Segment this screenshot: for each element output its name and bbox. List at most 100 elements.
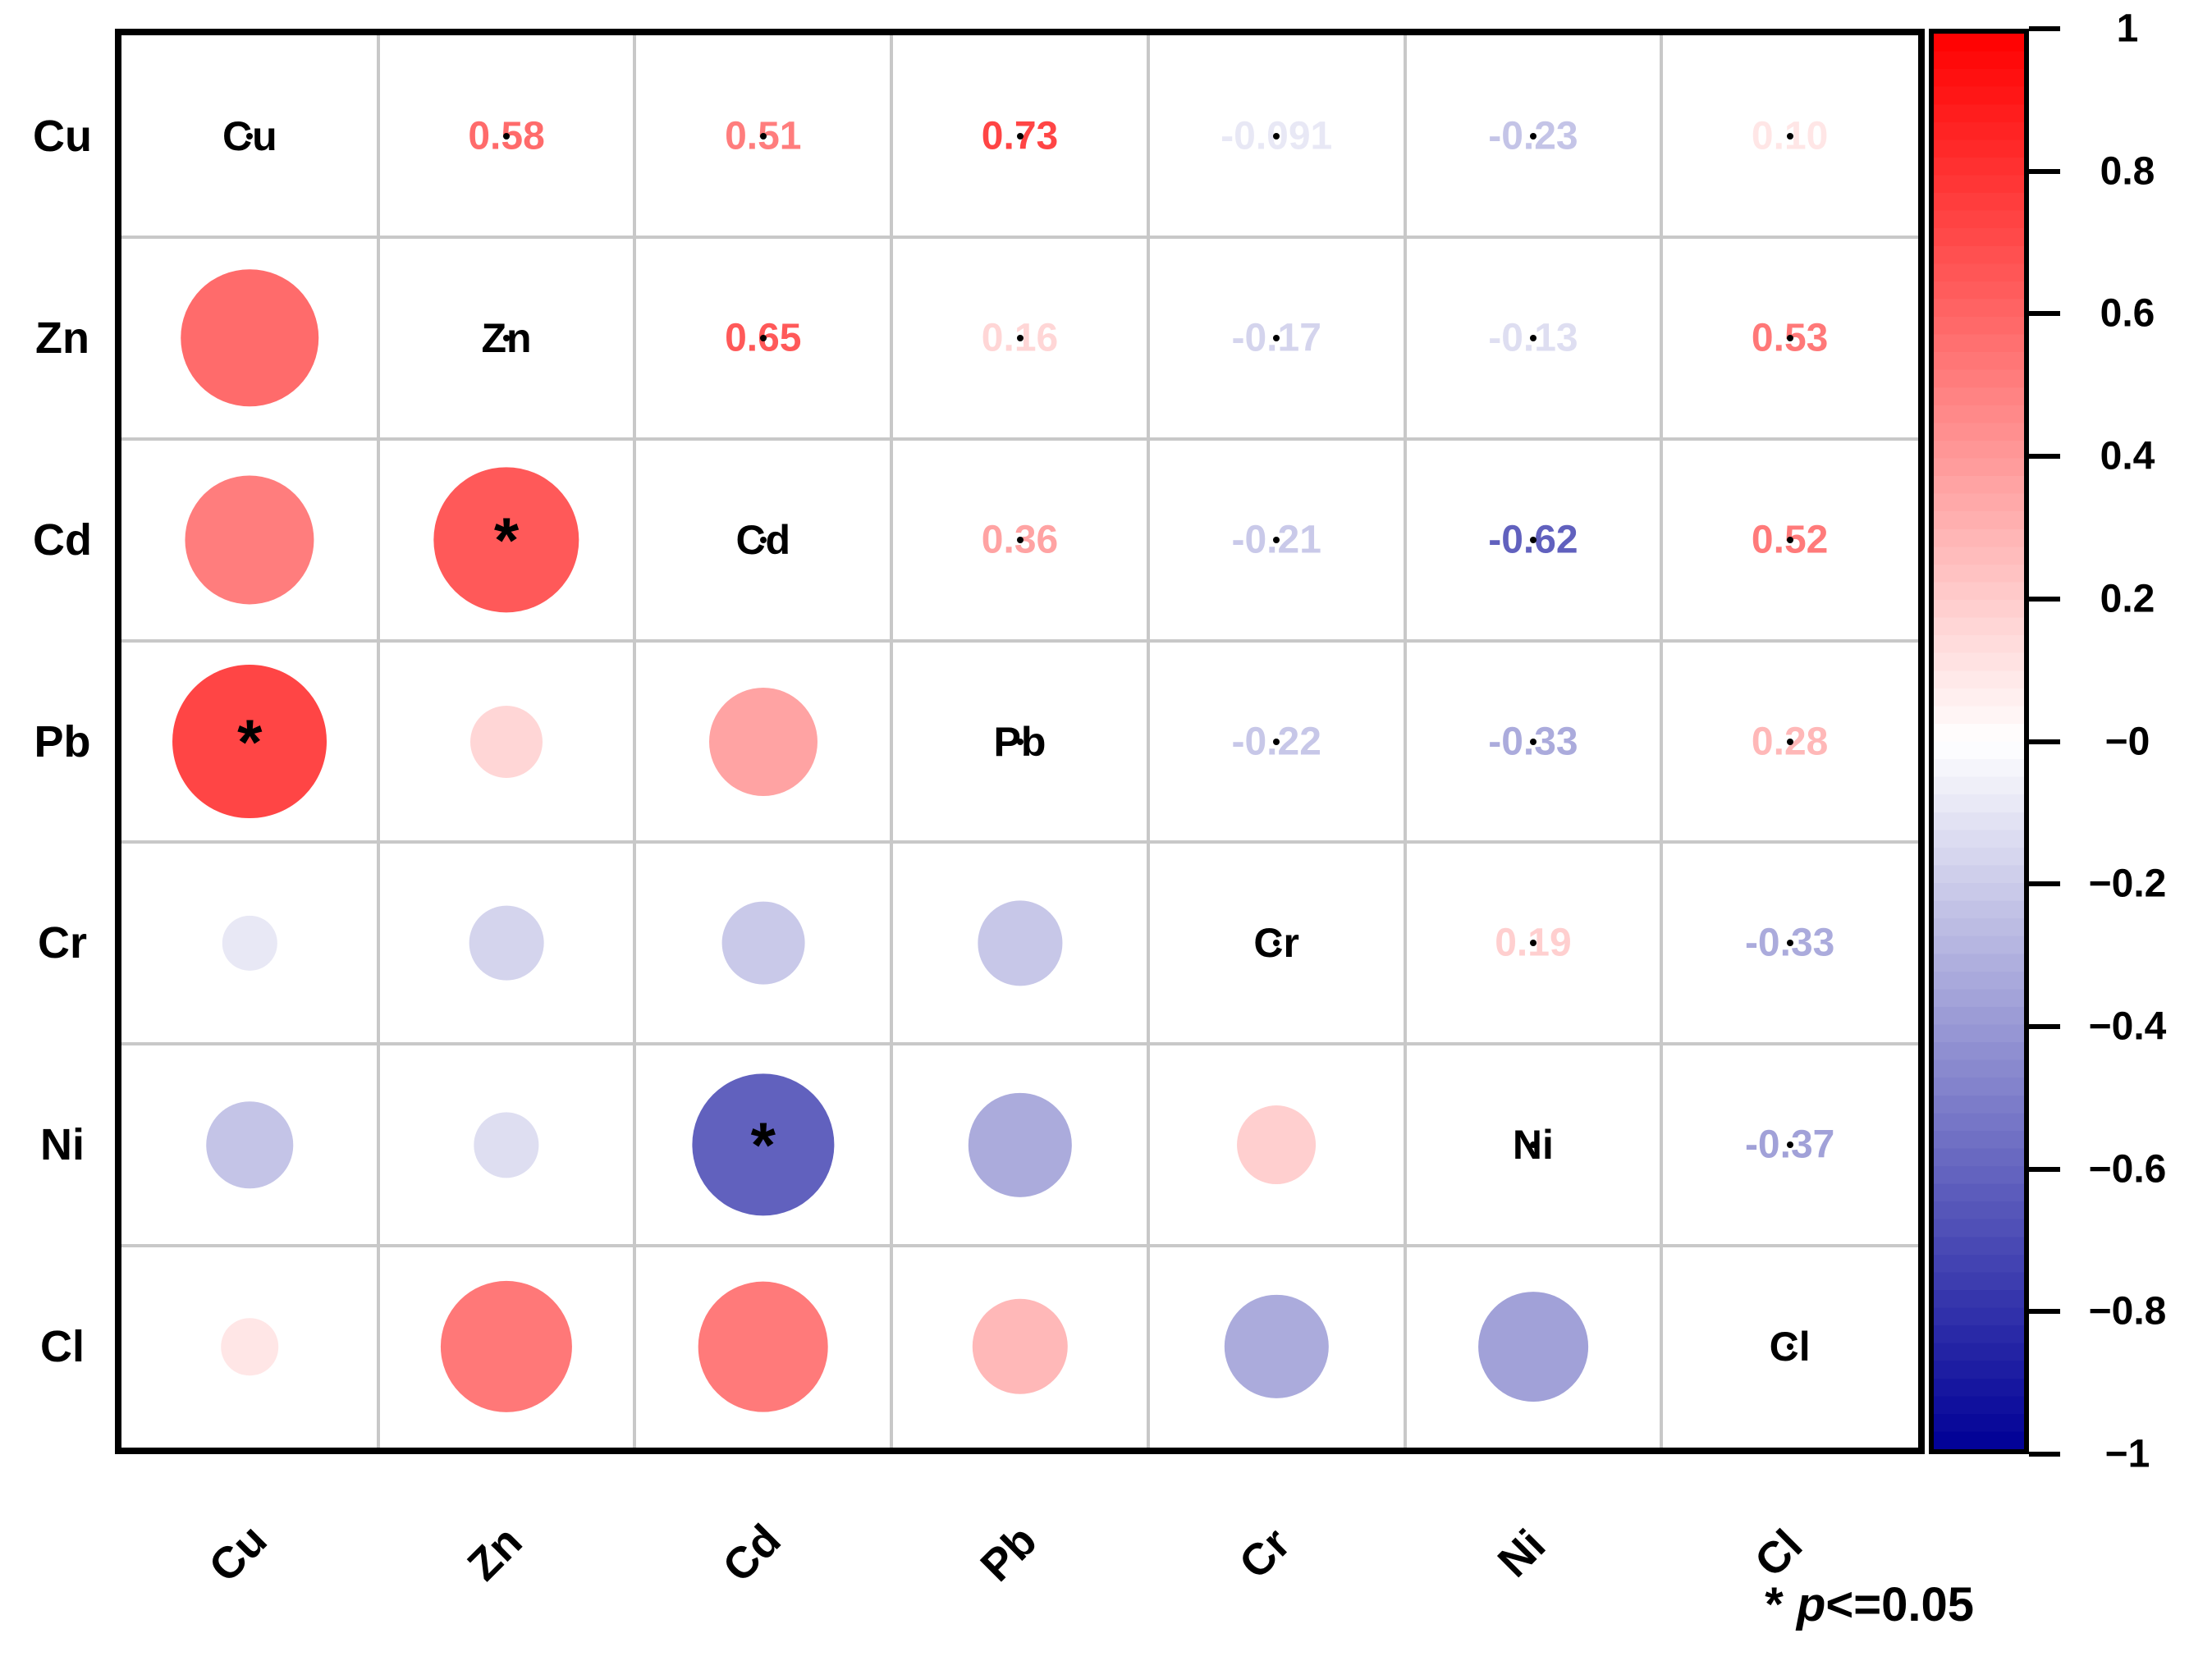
correlation-circle [469, 905, 544, 981]
colorbar-tick-label: 0.6 [2100, 291, 2155, 336]
colorbar [1929, 29, 2029, 1454]
gridline-horizontal [121, 235, 1918, 239]
colorbar-tick-label: −0.4 [2088, 1004, 2167, 1049]
center-dot [1786, 132, 1793, 140]
significance-star: * [493, 503, 520, 576]
colorbar-tick-label: −1 [2104, 1432, 2150, 1476]
y-axis-label: Cr [37, 918, 88, 968]
y-axis-label: Zn [35, 313, 89, 363]
x-axis-label: Cu [199, 1515, 277, 1592]
correlation-circle [221, 1318, 279, 1375]
center-dot [1529, 1141, 1536, 1149]
center-dot [1786, 940, 1793, 947]
x-axis-label: Zn [458, 1517, 532, 1590]
colorbar-tick [2029, 454, 2060, 460]
correlation-circle [433, 466, 579, 613]
center-dot [503, 132, 511, 140]
center-dot [1786, 334, 1793, 341]
center-dot [1786, 536, 1793, 543]
colorbar-tick [2029, 1452, 2060, 1457]
correlation-circle [206, 1101, 294, 1188]
y-axis-label: Cu [33, 111, 92, 161]
center-dot [1016, 132, 1024, 140]
center-dot [1016, 334, 1024, 341]
center-dot [1273, 536, 1280, 543]
center-dot [1529, 536, 1536, 543]
correlation-circle [977, 900, 1063, 986]
correlation-circle [172, 664, 327, 819]
significance-condition: <=0.05 [1825, 1578, 1974, 1631]
correlation-circle [1478, 1292, 1588, 1402]
gridline-horizontal [121, 1042, 1918, 1046]
x-axis-label: Cd [713, 1515, 790, 1592]
gridline-vertical [1660, 35, 1664, 1448]
correlation-circle [470, 705, 543, 778]
colorbar-tick [2029, 881, 2060, 887]
significance-note: * p<=0.05 [1765, 1577, 1974, 1632]
center-dot [1273, 132, 1280, 140]
gridline-vertical [633, 35, 637, 1448]
center-dot [246, 132, 254, 140]
correlation-matrix-grid: Cu 0.58 0.51 0.73 -0.091 -0.23 0.10 Zn 0.65 0.16-… [115, 29, 1925, 1454]
colorbar-tick [2029, 168, 2060, 174]
colorbar-tick-label: 0.8 [2100, 149, 2155, 194]
y-axis-label: Pb [34, 716, 91, 766]
correlation-circle [440, 1280, 573, 1413]
colorbar-tick [2029, 1166, 2060, 1172]
colorbar-tick [2029, 1023, 2060, 1029]
center-dot [759, 536, 767, 543]
center-dot [1016, 536, 1024, 543]
significance-star: * [750, 1109, 776, 1182]
p-symbol: p [1796, 1578, 1826, 1631]
gridline-vertical [1146, 35, 1150, 1448]
significance-star-symbol: * [1765, 1578, 1784, 1631]
colorbar-tick-label: −0.8 [2088, 1289, 2167, 1334]
center-dot [1529, 940, 1536, 947]
correlation-circle [692, 1073, 835, 1216]
correlation-circle [181, 269, 319, 407]
colorbar-tick-label: −0 [2104, 720, 2150, 763]
x-axis-label: Pb [970, 1516, 1046, 1591]
center-dot [759, 334, 767, 341]
colorbar-tick-label: −0.2 [2088, 862, 2167, 906]
center-dot [1016, 738, 1024, 745]
center-dot [1786, 738, 1793, 745]
center-dot [503, 334, 511, 341]
significance-star: * [237, 705, 263, 778]
center-dot [759, 132, 767, 140]
center-dot [1529, 334, 1536, 341]
center-dot [1786, 1343, 1793, 1351]
center-dot [1273, 738, 1280, 745]
gridline-horizontal [121, 638, 1918, 643]
center-dot [1273, 940, 1280, 947]
gridline-vertical [376, 35, 380, 1448]
colorbar-tick-label: 0.2 [2100, 577, 2155, 621]
y-axis-label: Ni [40, 1120, 85, 1170]
gridline-horizontal [121, 437, 1918, 441]
colorbar-tick [2029, 1309, 2060, 1315]
center-dot [1529, 738, 1536, 745]
x-axis-label: Cr [1230, 1518, 1300, 1589]
gridline-vertical [1403, 35, 1407, 1448]
correlation-circle [1237, 1105, 1317, 1185]
center-dot [1273, 334, 1280, 341]
y-axis-label: Cl [40, 1322, 85, 1372]
gridline-horizontal [121, 1244, 1918, 1248]
center-dot [1786, 1141, 1793, 1149]
correlation-circle [721, 901, 805, 985]
colorbar-tick-label: 0.4 [2100, 434, 2155, 478]
x-axis-label: Ni [1488, 1520, 1555, 1587]
correlation-circle [972, 1298, 1068, 1395]
colorbar-tick [2029, 311, 2060, 317]
correlation-circle [474, 1112, 539, 1178]
colorbar-tick [2029, 26, 2060, 31]
center-dot [1529, 132, 1536, 140]
gridline-vertical [890, 35, 894, 1448]
colorbar-tick-label: −0.6 [2088, 1147, 2167, 1192]
correlation-circle [708, 687, 817, 796]
correlation-circle [698, 1281, 829, 1412]
y-axis-label: Cd [33, 515, 92, 565]
colorbar-tick [2029, 596, 2060, 602]
matrix-cells-layer: Cu 0.58 0.51 0.73 -0.091 -0.23 0.10 Zn 0.65 0.16-… [121, 35, 1918, 1448]
